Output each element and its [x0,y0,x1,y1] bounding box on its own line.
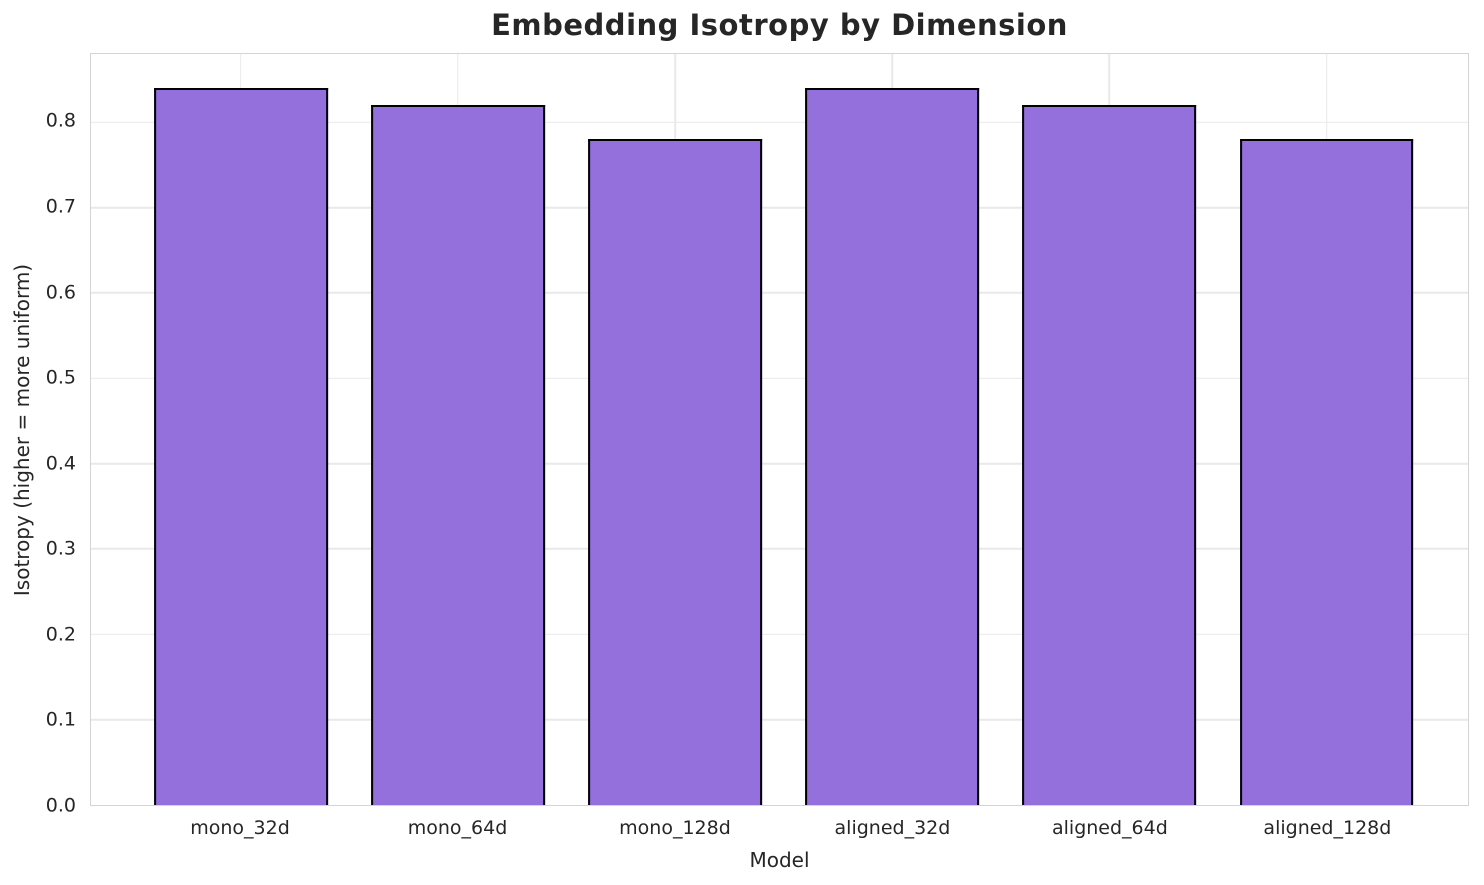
x-tick-label: mono_32d [190,817,290,839]
gridline-horizontal [91,548,1468,550]
x-axis-label: Model [749,848,810,872]
chart-title: Embedding Isotropy by Dimension [491,8,1068,42]
bar-mono_64d [371,105,545,805]
gridline-horizontal [91,377,1468,380]
y-tick-label: 0.8 [45,109,76,132]
plot-area [90,53,1469,806]
gridline-horizontal [91,292,1468,294]
x-axis-tick-labels: mono_32d mono_64d mono_128d aligned_32d alig… [90,817,1469,843]
y-tick-label: 0.1 [45,708,76,731]
x-tick-label: mono_128d [619,817,731,839]
y-tick-label: 0.7 [45,195,76,218]
gridline-horizontal [91,121,1468,124]
y-tick-label: 0.3 [45,537,76,560]
bar-aligned_64d [1022,105,1197,805]
y-tick-label: 0.0 [45,794,76,817]
y-tick-label: 0.6 [45,281,76,304]
x-tick-label: aligned_128d [1263,817,1392,839]
gridline-horizontal [91,633,1468,636]
bar-mono_128d [588,139,762,805]
bar-aligned_128d [1239,139,1414,805]
x-tick-label: mono_64d [407,817,508,839]
gridline-horizontal [91,462,1468,465]
y-tick-label: 0.2 [45,623,76,646]
x-tick-label: aligned_32d [834,817,951,839]
bar-mono_32d [153,88,328,805]
x-tick-label: aligned_64d [1052,817,1168,839]
bar-aligned_32d [805,88,980,805]
y-tick-label: 0.4 [45,452,76,475]
y-tick-label: 0.5 [45,366,76,389]
gridline-horizontal [91,206,1468,209]
gridline-horizontal [91,718,1468,721]
y-axis-tick-labels: 0.0 0.1 0.2 0.3 0.4 0.5 0.6 0.7 0.8 [0,53,76,815]
